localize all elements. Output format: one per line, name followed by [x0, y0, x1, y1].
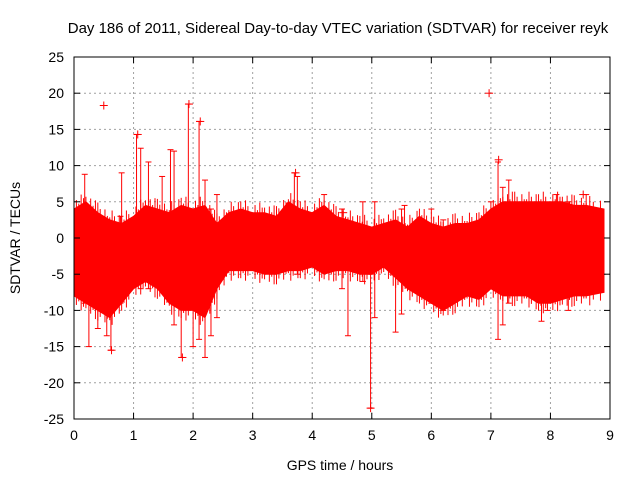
data-point-plus	[178, 353, 187, 362]
y-tick-label: -10	[44, 302, 64, 318]
axis-ticks: 0 1 2 3 4 5 6 7 8 9 25 20 15 10 5 0 -5 -10 -15 -20 -25	[44, 49, 614, 443]
y-tick-label: 15	[48, 121, 64, 137]
y-tick-label: 25	[48, 49, 64, 65]
y-tick-label: -25	[44, 411, 64, 427]
data-point-plus	[133, 130, 142, 139]
data-point-plus	[291, 168, 300, 177]
x-tick-label: 4	[308, 427, 316, 443]
x-tick-label: 1	[130, 427, 138, 443]
y-tick-label: 20	[48, 85, 64, 101]
data-point-plus	[579, 190, 588, 199]
y-tick-label: 5	[56, 194, 64, 210]
data-point-plus	[485, 89, 494, 98]
y-tick-label: -15	[44, 339, 64, 355]
data-point-plus	[494, 155, 503, 164]
x-tick-label: 0	[70, 427, 78, 443]
y-tick-label: 10	[48, 158, 64, 174]
chart-title: Day 186 of 2011, Sidereal Day-to-day VTE…	[68, 20, 609, 37]
x-tick-label: 9	[606, 427, 614, 443]
x-tick-label: 6	[427, 427, 435, 443]
y-tick-label: -20	[44, 375, 64, 391]
x-axis-label: GPS time / hours	[287, 457, 394, 473]
x-tick-label: 7	[487, 427, 495, 443]
data-point-plus	[339, 208, 348, 217]
data-point-plus	[99, 101, 108, 110]
x-tick-label: 3	[249, 427, 257, 443]
data-point-plus	[196, 117, 205, 126]
data-point-plus	[184, 100, 193, 109]
y-tick-label: -5	[52, 266, 65, 282]
x-tick-label: 8	[547, 427, 555, 443]
x-tick-label: 5	[368, 427, 376, 443]
data-point-plus	[107, 346, 116, 355]
data-point-plus	[366, 404, 375, 413]
x-tick-label: 2	[189, 427, 197, 443]
y-axis-label: SDTVAR / TECUs	[7, 182, 23, 294]
y-tick-label: 0	[56, 230, 64, 246]
data-band	[73, 201, 605, 319]
data-series	[73, 89, 605, 413]
